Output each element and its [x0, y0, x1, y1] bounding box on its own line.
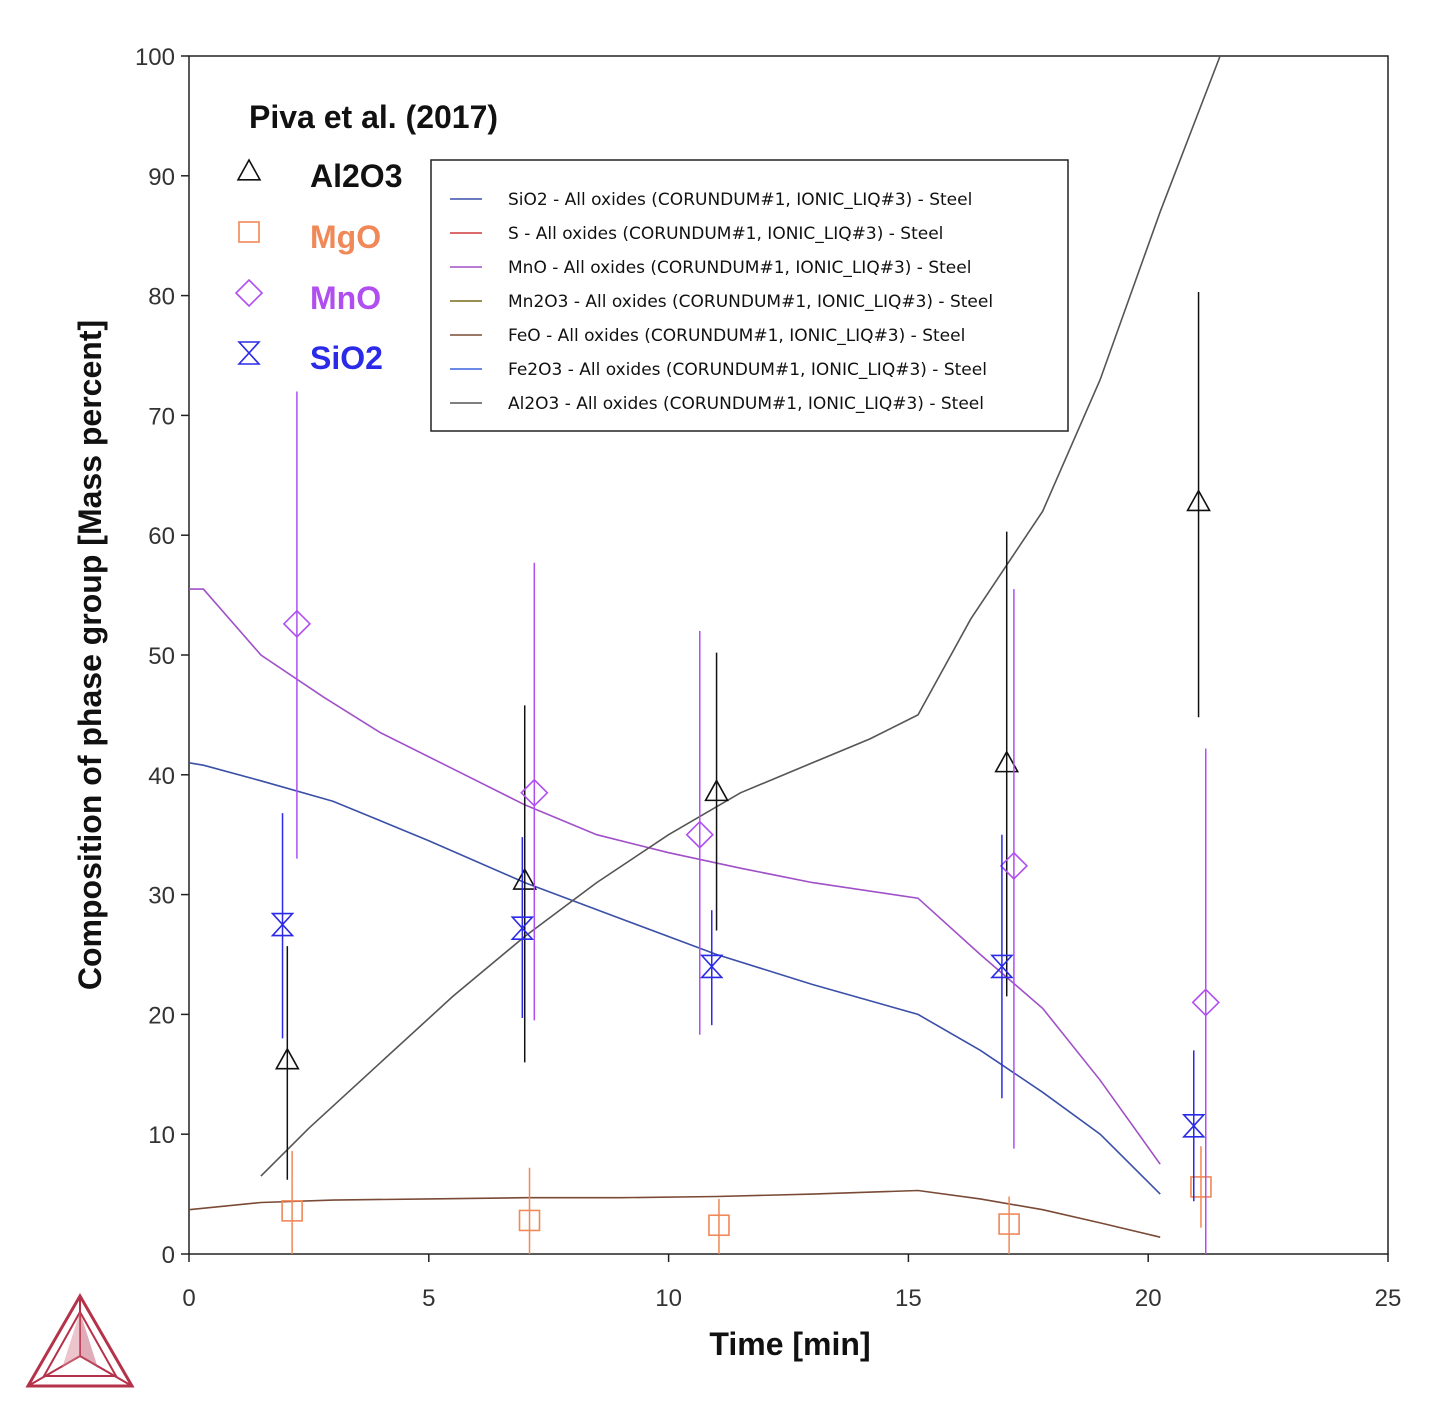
series-line-2 — [189, 588, 1161, 1165]
x-tick-label: 15 — [895, 1285, 922, 1312]
mno-key-label: MnO — [310, 280, 381, 316]
x-tick-label: 20 — [1135, 1285, 1162, 1312]
sio2-marker — [699, 954, 724, 979]
mno-marker — [999, 851, 1029, 880]
legend-entry-6: Al2O3 - All oxides (CORUNDUM#1, IONIC_LI… — [508, 394, 984, 414]
mgo-key-marker — [238, 221, 260, 243]
legend-entry-0: SiO2 - All oxides (CORUNDUM#1, IONIC_LIQ… — [508, 190, 972, 210]
al2o3-marker — [274, 1047, 300, 1070]
sio2-marker — [990, 954, 1014, 979]
y-tick-label: 100 — [135, 44, 175, 71]
legend-entry-5: Fe2O3 - All oxides (CORUNDUM#1, IONIC_LI… — [508, 360, 987, 380]
x-axis-title: Time [min] — [709, 1326, 870, 1362]
mgo-marker — [518, 1209, 541, 1232]
y-tick-label: 80 — [148, 284, 175, 311]
sio2-marker — [510, 916, 535, 940]
y-tick-label: 10 — [148, 1122, 175, 1149]
legend-entry-1: S - All oxides (CORUNDUM#1, IONIC_LIQ#3)… — [508, 224, 943, 244]
al2o3-key-label: Al2O3 — [310, 158, 402, 194]
experimental-title: Piva et al. (2017) — [249, 99, 498, 135]
mno-marker — [520, 778, 549, 807]
y-tick-label: 70 — [148, 403, 175, 430]
mno-marker — [1191, 988, 1220, 1017]
sio2-key-marker — [237, 341, 261, 365]
sio2-marker — [270, 912, 295, 937]
al2o3-marker — [512, 867, 538, 890]
legend-entry-3: Mn2O3 - All oxides (CORUNDUM#1, IONIC_LI… — [508, 292, 993, 312]
al2o3-marker — [704, 778, 729, 802]
mno-marker — [685, 820, 714, 849]
mgo-marker — [281, 1200, 303, 1222]
mgo-marker — [1190, 1176, 1212, 1198]
thermo-calc-logo-icon — [25, 1293, 135, 1388]
al2o3-marker — [1186, 489, 1211, 512]
al2o3-key-marker — [236, 158, 262, 181]
y-tick-label: 50 — [148, 643, 175, 670]
legend-box — [430, 159, 1069, 432]
al2o3-marker — [994, 750, 1020, 773]
y-axis-title: Composition of phase group [Mass percent… — [72, 320, 108, 990]
mno-key-marker — [234, 278, 264, 308]
sio2-marker — [1181, 1114, 1206, 1138]
x-tick-label: 0 — [182, 1285, 195, 1312]
x-tick-label: 10 — [655, 1285, 682, 1312]
y-tick-label: 90 — [148, 164, 175, 191]
y-tick-label: 0 — [162, 1242, 175, 1269]
y-tick-label: 40 — [148, 763, 175, 790]
series-lines — [189, 56, 1221, 1238]
experimental-key: Al2O3 MgO MnO SiO2 — [234, 158, 402, 376]
series-line-4 — [189, 1189, 1161, 1238]
x-tick-label: 5 — [422, 1285, 435, 1312]
mno-marker — [282, 609, 312, 638]
legend: SiO2 - All oxides (CORUNDUM#1, IONIC_LIQ… — [450, 190, 993, 414]
mgo-marker — [708, 1214, 730, 1237]
legend-entry-2: MnO - All oxides (CORUNDUM#1, IONIC_LIQ#… — [508, 258, 971, 278]
y-tick-label: 60 — [148, 523, 175, 550]
x-tick-label: 25 — [1375, 1285, 1402, 1312]
y-tick-label: 20 — [148, 1002, 175, 1029]
sio2-key-label: SiO2 — [310, 340, 383, 376]
legend-entry-4: FeO - All oxides (CORUNDUM#1, IONIC_LIQ#… — [508, 326, 965, 346]
series-line-6 — [260, 56, 1221, 1177]
experimental-points — [270, 292, 1220, 1254]
axis-ticks: 0 5 10 15 20 25 0 10 20 30 40 50 60 70 80 90 100 — [135, 44, 1401, 1312]
mgo-key-label: MgO — [310, 219, 381, 255]
series-line-0 — [189, 762, 1161, 1195]
y-tick-label: 30 — [148, 883, 175, 910]
mgo-marker — [998, 1213, 1020, 1235]
